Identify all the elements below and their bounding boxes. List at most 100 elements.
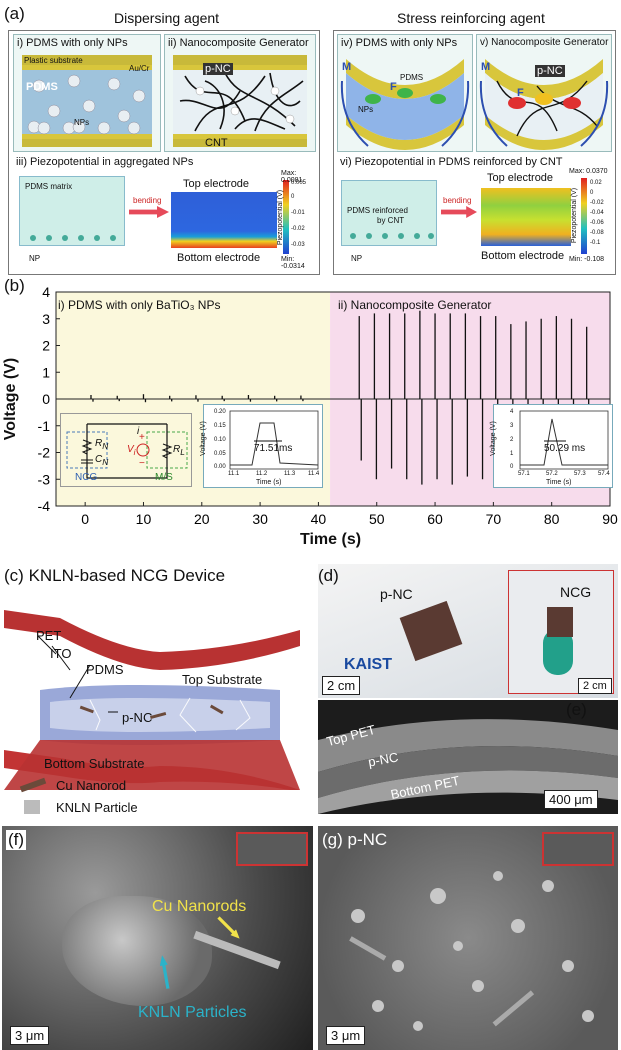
cbar-title-vi: Piezopotential (V)	[571, 187, 579, 244]
cross-section-sem	[318, 719, 618, 814]
panel-e-label: (e)	[566, 700, 587, 719]
m-label-iv: M	[342, 61, 352, 73]
pnc-sample	[399, 600, 463, 662]
knln-particle-legend-icon	[24, 800, 40, 814]
cu-nanorods-label: Cu Nanorods	[152, 898, 247, 915]
nps-label-iv: NPs	[358, 105, 374, 114]
panel-e-sem	[318, 700, 618, 814]
cnt-label: CNT	[205, 137, 228, 149]
inset-right-xtick-1: 57.2	[546, 471, 558, 477]
circuit-inset: RN CN Vi + − RL i NCG M/S	[60, 413, 192, 487]
pdms-reinforced-label: PDMS reinforced	[347, 206, 408, 215]
y-tick-label: 0	[42, 391, 50, 407]
panel-a-iii: iii) Piezopotential in aggregated NPs PD…	[13, 156, 316, 271]
bending-arrow-iii	[129, 206, 169, 218]
bending-arrow-vi	[441, 206, 477, 218]
x-tick-label: 90	[602, 511, 618, 527]
pnc-surface-sem	[349, 871, 594, 1031]
y-tick-label: 2	[42, 338, 50, 354]
pet-label: PET	[36, 628, 62, 643]
circuit-vi: Vi	[127, 444, 136, 457]
pdms-label-c: PDMS	[86, 662, 124, 677]
bottom-electrode-label-iii: Bottom electrode	[177, 252, 261, 264]
inset-left-ylabel: Voltage (V)	[199, 421, 207, 456]
nps-label: NPs	[74, 118, 90, 127]
pdms-matrix-box	[19, 176, 125, 246]
x-tick-label: 70	[486, 511, 502, 527]
inset-right-ytick-4: 0	[510, 464, 514, 470]
circuit-plus: +	[139, 432, 145, 443]
panel-c-title: KNLN-based NCG Device	[28, 566, 226, 585]
scale-bar-f: 3 μm	[10, 1026, 50, 1045]
dispersing-agent-title: Dispersing agent	[114, 10, 220, 26]
ncg-sample	[547, 607, 573, 637]
inset-left-xtick-0: 11.1	[228, 471, 240, 477]
inset-right-ytick-0: 4	[510, 409, 514, 415]
inset-left-ytick-4: 0.00	[214, 464, 226, 470]
x-tick-label: 30	[252, 511, 268, 527]
panel-c-label: (c) KNLN-based NCG Device	[4, 566, 225, 586]
bottom-substrate-label: Bottom Substrate	[44, 756, 145, 771]
panel-a-iii-title: iii) Piezopotential in aggregated NPs	[16, 156, 194, 168]
circuit-rn: RN	[95, 438, 109, 451]
panel-a-vi-title: vi) Piezopotential in PDMS reinforced by…	[340, 156, 563, 168]
panel-a-v-title: v) Nanocomposite Generator	[480, 37, 609, 48]
cbar-tick-iii-4: -0.03	[291, 242, 305, 248]
y-tick-label: -2	[38, 445, 51, 461]
circuit-current: i	[137, 426, 140, 437]
au-cr-label: Au/Cr	[129, 64, 150, 73]
y-axis-label: Voltage (V)	[2, 357, 20, 441]
pdms-np-schematic	[22, 55, 152, 147]
ncg-label-d: NCG	[560, 584, 592, 600]
cbar-tick-vi-3: -0.04	[590, 210, 604, 216]
region-ii-title: ii) Nanocomposite Generator	[338, 298, 492, 312]
panel-d-label: (d)	[318, 566, 339, 585]
x-tick-label: 50	[369, 511, 385, 527]
cbar-tick-vi-4: -0.06	[590, 220, 604, 226]
panel-f-sem	[2, 826, 313, 1050]
top-electrode-label-iii: Top electrode	[183, 178, 250, 190]
cu-nanorod-legend: Cu Nanorod	[56, 778, 127, 793]
cbar-tick-iii-1: 0	[291, 194, 295, 200]
y-tick-label: -1	[38, 418, 51, 434]
cbar-tick-vi-1: 0	[590, 190, 594, 196]
pdms-reinforced-box	[341, 180, 437, 246]
cbar-tick-iii-3: -0.02	[291, 226, 305, 232]
x-tick-label: 0	[81, 511, 89, 527]
inset-left-xlabel: Time (s)	[256, 479, 282, 486]
top-electrode-label-vi: Top electrode	[487, 172, 554, 184]
panel-a-iv: iv) PDMS with only NPs M F PDMS NPs	[337, 34, 473, 152]
panel-d-photo: KAIST	[318, 564, 618, 698]
peak-inset-left-plot	[229, 410, 319, 470]
x-tick-label: 10	[136, 511, 152, 527]
inset-left-xtick-2: 11.3	[284, 471, 296, 477]
panel-a-ii: ii) Nanocomposite Generator p-NC CNT	[164, 34, 316, 152]
knln-particles-label: KNLN Particles	[138, 1004, 247, 1021]
colorbar-vi	[581, 178, 587, 254]
y-tick-label: -3	[38, 471, 51, 487]
inset-right-xtick-0: 57.1	[518, 471, 530, 477]
panel-g-sem	[318, 826, 618, 1050]
panel-g-label: (g) p-NC	[322, 830, 387, 850]
inset-left-ytick-1: 0.15	[214, 423, 226, 429]
device-schematic	[4, 610, 300, 790]
circuit-rn-sub: N	[102, 441, 109, 451]
max-label-iii: Max: 0.0081	[281, 170, 303, 184]
inset-right-xtick-2: 57.3	[574, 471, 586, 477]
inset-box-g	[542, 832, 614, 866]
knln-particle-legend: KNLN Particle	[56, 800, 138, 815]
inset-right-ytick-2: 2	[510, 437, 514, 443]
top-substrate-label: Top Substrate	[182, 672, 263, 687]
pnc-label-d: p-NC	[380, 586, 413, 602]
bending-label-iii: bending	[133, 196, 162, 205]
panel-a-label: (a)	[4, 4, 25, 23]
panel-c-letter: (c)	[4, 566, 24, 585]
circuit-rl-sub: L	[180, 447, 185, 457]
peak-inset-right-plot	[519, 410, 609, 470]
inset-left-width: 71.51ms	[254, 443, 293, 454]
panel-a-iv-title: iv) PDMS with only NPs	[341, 37, 458, 49]
x-tick-label: 60	[427, 511, 443, 527]
inset-left-ytick-3: 0.05	[214, 451, 226, 457]
cbar-tick-vi-0: 0.02	[590, 180, 602, 186]
bottom-electrode-label-vi: Bottom electrode	[481, 250, 565, 262]
